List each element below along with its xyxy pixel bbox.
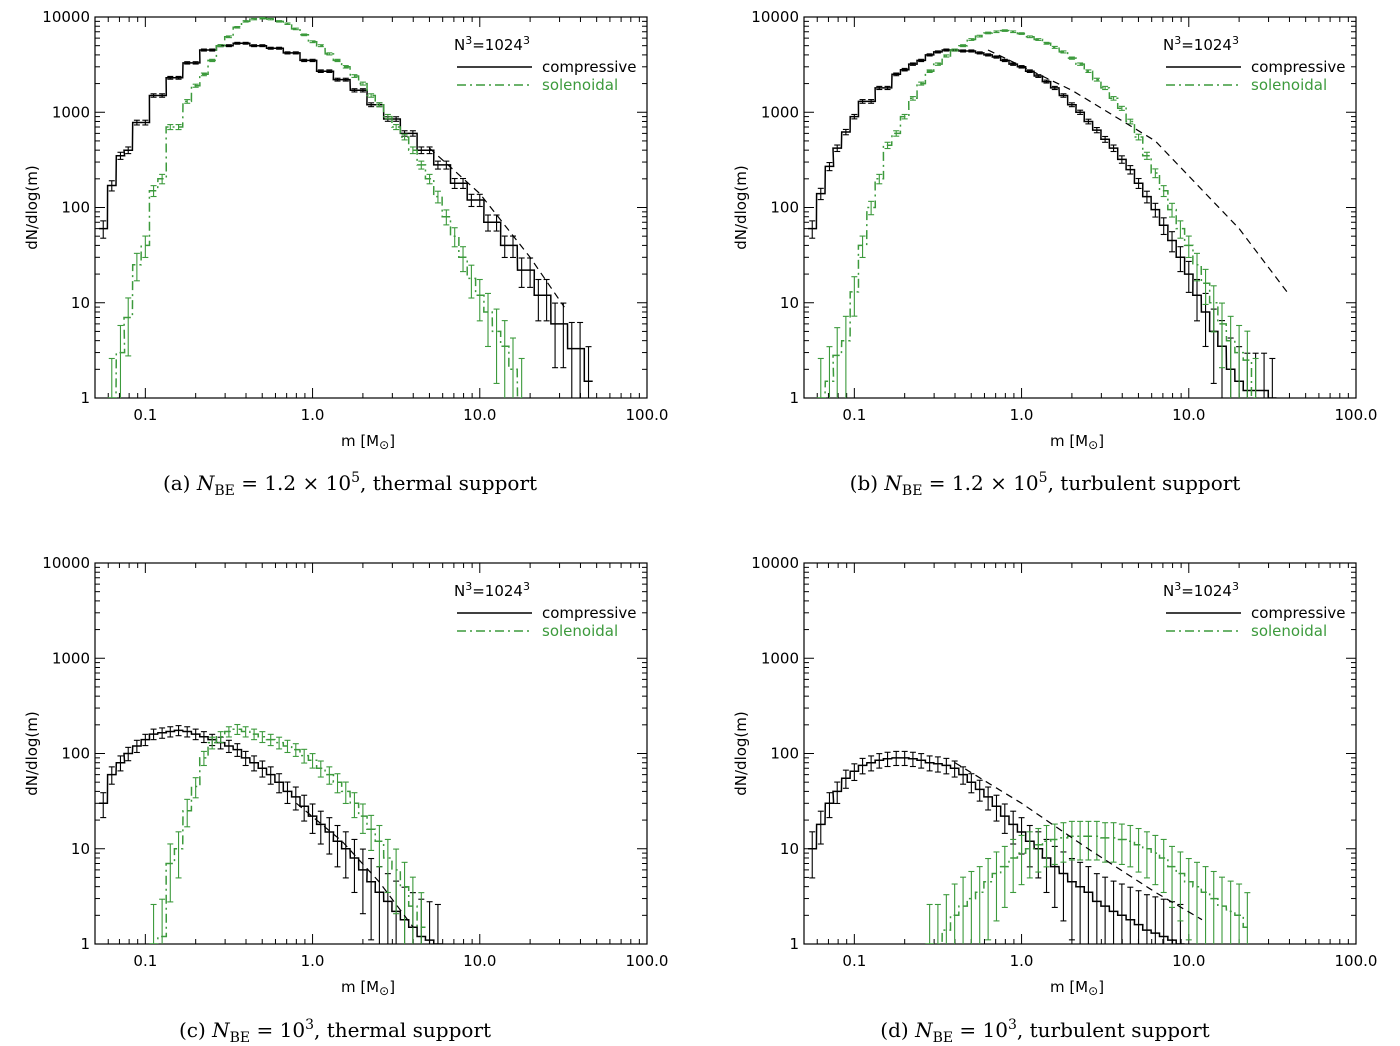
y-tick-label: 10 [71,294,90,312]
x-tick-label: 0.1 [133,952,157,970]
x-tick-label: 10.0 [463,952,496,970]
series-fit-line [428,147,565,308]
legend-solenoidal-label: solenoidal [542,622,618,640]
data-layer [808,750,1252,944]
x-tick-label: 0.1 [842,406,866,424]
x-tick-label: 1.0 [301,406,325,424]
legend-title: N3=10243 [1163,580,1239,600]
panel-b: 0.1 1.0 10.0 100.0 1 10 100 1000 10000 m [M⊙] dN/d… [732,8,1377,499]
legend-solenoidal-label: solenoidal [1251,622,1327,640]
y-tick-label: 10000 [751,8,799,26]
legend-title: N3=10243 [454,34,530,54]
y-tick-label: 100 [61,199,90,217]
series-compressive-line [808,49,1277,398]
y-tick-label: 100 [61,745,90,763]
legend-title: N3=10243 [1163,34,1239,54]
legend-title: N3=10243 [454,580,530,600]
x-axis-title: m [M⊙] [1050,432,1104,452]
series-fit-line [954,762,1203,921]
x-tick-label: 0.1 [133,406,157,424]
x-tick-label: 100.0 [626,952,669,970]
legend-compressive-label: compressive [1251,58,1346,76]
y-axis-title: dN/dlog(m) [23,165,41,250]
x-tick-label: 1.0 [1010,952,1034,970]
y-tick-label: 100 [770,199,799,217]
legend-solenoidal-label: solenoidal [542,76,618,94]
y-tick-label: 10000 [751,554,799,572]
y-tick-label: 1 [80,389,90,407]
panel-caption: (a) NBE = 1.2 × 105, thermal support [163,470,537,499]
x-axis-title: m [M⊙] [341,978,395,998]
series-solenoidal-line [149,728,426,944]
x-tick-label: 1.0 [1010,406,1034,424]
panel-caption: (d) NBE = 103, turbulent support [880,1017,1209,1046]
legend-solenoidal-label: solenoidal [1251,76,1327,94]
y-tick-label: 1 [80,935,90,953]
y-tick-label: 1000 [52,649,90,667]
x-tick-label: 0.1 [842,952,866,970]
y-tick-label: 10 [780,294,799,312]
y-tick-label: 1 [789,935,799,953]
x-tick-label: 100.0 [1335,952,1378,970]
y-tick-label: 100 [770,745,799,763]
y-tick-label: 1000 [761,649,799,667]
series-solenoidal-line [107,17,526,398]
data-layer [99,723,443,944]
y-axis-title: dN/dlog(m) [732,165,750,250]
legend-compressive-label: compressive [1251,604,1346,622]
panel-c: 0.1 1.0 10.0 100.0 1 10 100 1000 10000 m [M⊙] dN/d… [23,554,668,1046]
series-fit-line [987,49,1290,296]
y-tick-label: 1000 [52,103,90,121]
legend-compressive-label: compressive [542,604,637,622]
y-tick-label: 10000 [42,8,90,26]
x-tick-label: 10.0 [1172,952,1205,970]
panel-d: 0.1 1.0 10.0 100.0 1 10 100 1000 10000 m [M⊙] dN/d… [732,554,1377,1046]
panel-caption: (c) NBE = 103, thermal support [179,1017,491,1046]
y-tick-label: 10 [71,840,90,858]
x-axis-title: m [M⊙] [1050,978,1104,998]
panel-caption: (b) NBE = 1.2 × 105, turbulent support [850,470,1241,499]
series-compressive-line [99,42,593,382]
y-tick-label: 10000 [42,554,90,572]
legend-compressive-label: compressive [542,58,637,76]
x-tick-label: 1.0 [301,952,325,970]
y-tick-label: 10 [780,840,799,858]
x-tick-label: 100.0 [1335,406,1378,424]
y-tick-label: 1000 [761,103,799,121]
series-fit-line [296,802,414,928]
y-axis-title: dN/dlog(m) [23,711,41,796]
x-axis-title: m [M⊙] [341,432,395,452]
data-layer [99,17,593,398]
series-compressive-line [99,729,443,944]
y-axis-title: dN/dlog(m) [732,711,750,796]
y-tick-label: 1 [789,389,799,407]
data-layer [808,29,1290,398]
panel-a: 0.1 1.0 10.0 100.0 1 10 100 1000 10000 m [M⊙] dN/d… [23,8,668,499]
x-tick-label: 10.0 [1172,406,1205,424]
x-tick-label: 100.0 [626,406,669,424]
x-tick-label: 10.0 [463,406,496,424]
